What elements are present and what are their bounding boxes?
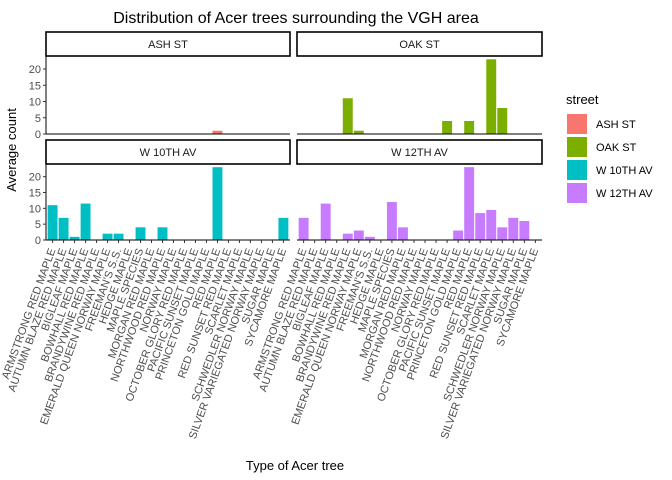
bar-autumn-blaze-red-maple [58,217,69,240]
facet-oak-st: OAK ST [296,31,543,135]
facet-strip [296,139,543,165]
y-axis-label: Average count [4,108,19,192]
bar-sugar-maple [519,221,530,240]
legend-swatch [567,160,587,180]
bar-red-maple [212,130,223,134]
y-tick-label: 10 [29,97,41,109]
y-tick-label: 20 [29,172,41,184]
bar-schwedler-norway-maple [497,227,508,240]
facet-strip [296,31,543,57]
legend-item-ash-st: ASH ST [567,114,636,134]
bar-emerald-queen-norway-maple [102,233,113,240]
facet-w-12th-av: W 12TH AV [296,139,543,243]
bar-armstrong-red-maple [47,205,58,240]
facet-strip [45,31,291,57]
facet-strip-label: W 10TH AV [140,147,197,159]
bar-armstrong-red-maple [298,217,309,240]
bar-princeton-gold-maple [453,230,464,240]
legend-title: street [566,92,599,107]
bar-morgan-red-maple [397,227,408,240]
y-tick-label: 20 [29,64,41,76]
bar-freeman-s-s-s [364,236,375,240]
y-tick-label: 15 [29,188,41,200]
facet-strip-label: OAK ST [399,39,440,51]
y-tick-label: 15 [29,80,41,92]
bar-brandywine-red-maple [342,233,353,240]
legend-item-w-10th-av: W 10TH AV [567,160,653,180]
facet-ash-st: ASH ST 0 5 10 15 20 [29,31,291,141]
bar-red-sunset-red-maple [475,213,486,240]
legend-swatch [567,183,587,203]
legend-label: OAK ST [596,142,637,154]
legend-label: W 10TH AV [596,165,653,177]
y-tick-label: 5 [35,113,41,125]
chart-title: Distribution of Acer trees surrounding t… [113,10,479,27]
legend-swatch [567,114,587,134]
bar-bigleaf-maple [320,203,331,240]
bar-sycamore-maple [278,217,289,240]
legend: street ASH ST OAK ST W 10TH AV W 12TH AV [566,92,653,203]
x-axis-label: Type of Acer tree [246,458,344,473]
bar-red-maple [212,167,223,240]
facet-strip [45,139,291,165]
bar-silver-variegated-norway-maple [508,217,519,240]
y-tick-label: 0 [35,129,41,141]
bar-northwood-red-maple [157,227,168,240]
bar-schwedler-norway-maple [497,108,508,134]
bar-red-maple [464,121,475,134]
bar-bowhall-red-maple [80,203,91,240]
bar-freeman-s-s-s [113,233,124,240]
bar-emerald-queen-norway-maple [353,230,364,240]
y-tick-label: 5 [35,219,41,231]
bar-maple-species [135,227,146,240]
legend-swatch [567,137,587,157]
legend-label: W 12TH AV [596,188,653,200]
legend-item-oak-st: OAK ST [567,137,637,157]
bar-red-maple [464,167,475,240]
facet-strip-label: W 12TH AV [391,147,448,159]
y-tick-label: 0 [35,235,41,247]
bar-maple-species [386,202,397,240]
facet-w-10th-av: W 10TH AV 0 5 10 15 20 [29,139,291,247]
bar-emerald-queen-norway-maple [353,130,364,134]
y-tick-label: 10 [29,203,41,215]
legend-item-w-12th-av: W 12TH AV [567,183,653,203]
bar-brandywine-red-maple [342,98,353,134]
bar-scarlet-maple [486,209,497,240]
legend-label: ASH ST [596,119,636,131]
bar-pacific-sunset-maple [442,121,453,134]
facet-strip-label: ASH ST [148,39,188,51]
bar-scarlet-maple [486,59,497,134]
bar-bigleaf-maple [69,236,80,240]
